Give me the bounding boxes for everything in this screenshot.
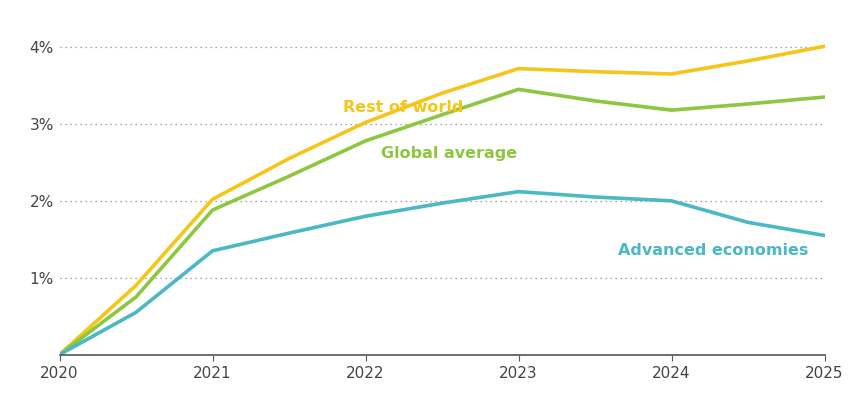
Text: Global average: Global average xyxy=(381,145,517,161)
Text: Advanced economies: Advanced economies xyxy=(618,243,808,258)
Text: Rest of world: Rest of world xyxy=(343,100,463,114)
